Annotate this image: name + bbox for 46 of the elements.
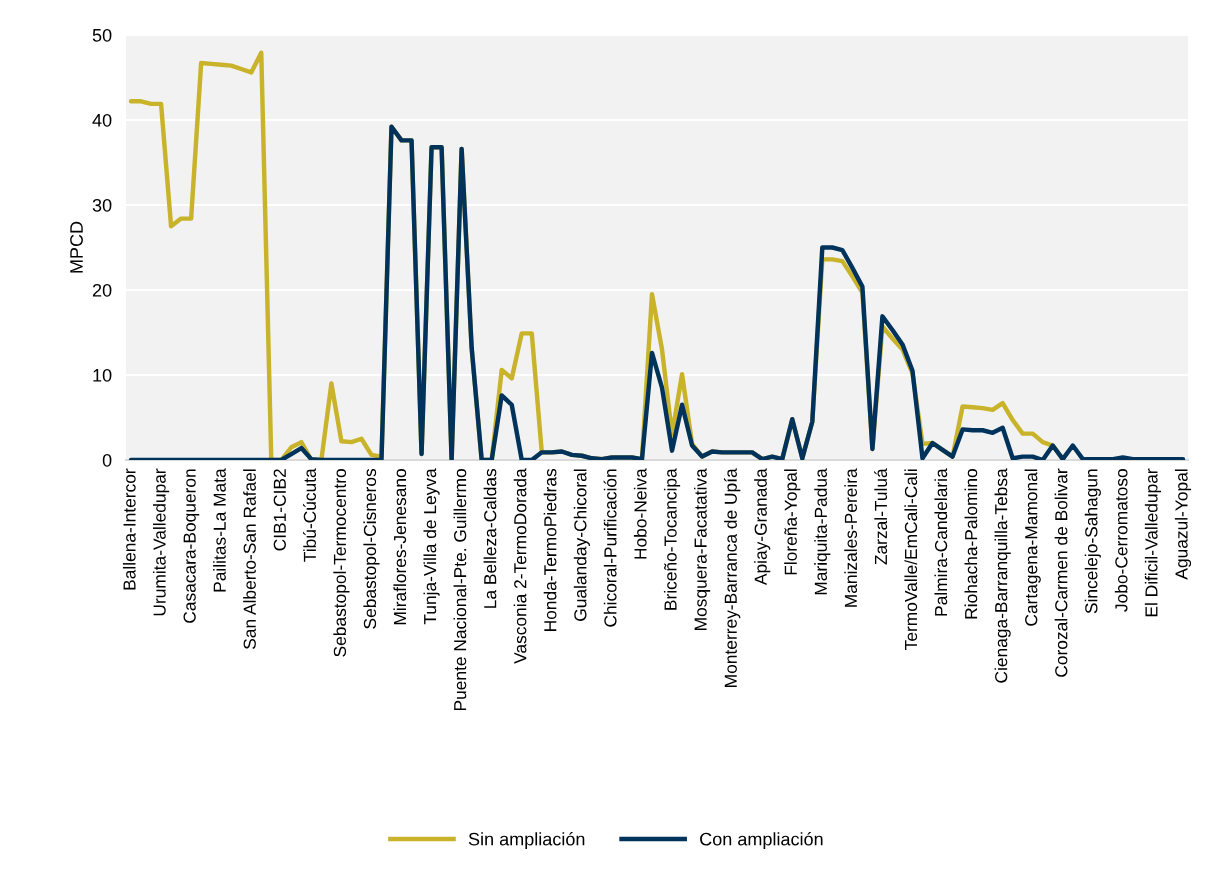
y-tick-label: 20 xyxy=(92,283,112,297)
x-tick-label: Palmira-Candelaria xyxy=(934,468,948,616)
y-tick-label: 0 xyxy=(102,453,112,467)
y-tick-label: 50 xyxy=(92,28,112,42)
x-tick-label: Casacara-Boqueron xyxy=(183,469,200,623)
x-tick-label: Monterrey-Barranca de Upía xyxy=(723,468,741,687)
x-tick-label: Ballena-Intercor xyxy=(122,468,136,590)
x-tick-label: Sincelejo-Sahagun xyxy=(1084,469,1101,614)
x-tick-label: Tunja-Villa de Leyva xyxy=(423,468,440,625)
x-tick-label: Jobo-Cerromatoso xyxy=(1114,469,1128,612)
x-tick-label: Chicoral-Purificación xyxy=(603,469,617,627)
x-tick-label: Mosquera-Facatativa xyxy=(693,468,711,630)
x-tick-label: Urumita-Valledupar xyxy=(152,468,170,616)
x-tick-label: Vasconia 2-TermoDorada xyxy=(513,468,527,664)
x-tick-label: Manizales-Pereira xyxy=(844,468,858,607)
x-tick-label: Riohacha-Palomino xyxy=(964,469,978,619)
y-tick-label: 10 xyxy=(93,368,112,382)
x-tick-label: Aguazul-Yopal xyxy=(1174,469,1192,580)
y-axis-title: MPCD xyxy=(70,221,83,273)
x-tick-label: La Belleza-Caldas xyxy=(483,468,497,608)
x-tick-label: Cienaga-Barranquilla-Tebsa xyxy=(994,468,1011,683)
x-tick-label: Mariquita-Padua xyxy=(814,468,831,595)
x-tick-label: San Alberto-San Rafael xyxy=(243,469,256,649)
x-tick-label: Sebastopol-Cisneros xyxy=(363,468,380,629)
x-tick-label: Puente Nacional-Pte. Guillermo xyxy=(453,469,467,711)
x-tick-label: Honda-TermoPiedras xyxy=(543,468,557,631)
x-tick-label: Sebastopol-Termocentro xyxy=(333,469,350,657)
x-tick-label: Briceño-Tocancipa xyxy=(663,468,681,610)
x-tick-label: El Dificil-Valledupar xyxy=(1144,468,1162,617)
x-tick-label: Floreña-Yopal xyxy=(784,469,801,575)
x-tick-label: Zarzal-Tuluá xyxy=(874,468,888,565)
x-tick-label: TermoValle/EmCali-Cali xyxy=(904,469,918,650)
legend-label: Con ampliación xyxy=(700,832,823,850)
x-tick-label: CIB1-CIB2 xyxy=(273,469,286,551)
x-tick-label: Cartagena-Mamonal xyxy=(1024,469,1041,626)
legend-label: Sin ampliación xyxy=(468,832,585,850)
x-tick-label: Hobo-Neiva xyxy=(633,468,647,559)
x-tick-label: Tibú-Cúcuta xyxy=(303,468,317,562)
line-series xyxy=(128,124,1186,460)
x-tick-label: Corozal-Carmen de Bolivar xyxy=(1054,468,1068,677)
x-tick-label: Pailitas-La Mata xyxy=(213,468,226,592)
x-tick-label: Miraflores-Jenesano xyxy=(393,469,407,625)
y-tick-label: 40 xyxy=(92,113,112,127)
x-tick-label: Apiay-Granada xyxy=(754,468,771,586)
y-tick-label: 30 xyxy=(92,198,112,212)
x-tick-label: Gualanday-Chicoral xyxy=(573,469,590,621)
